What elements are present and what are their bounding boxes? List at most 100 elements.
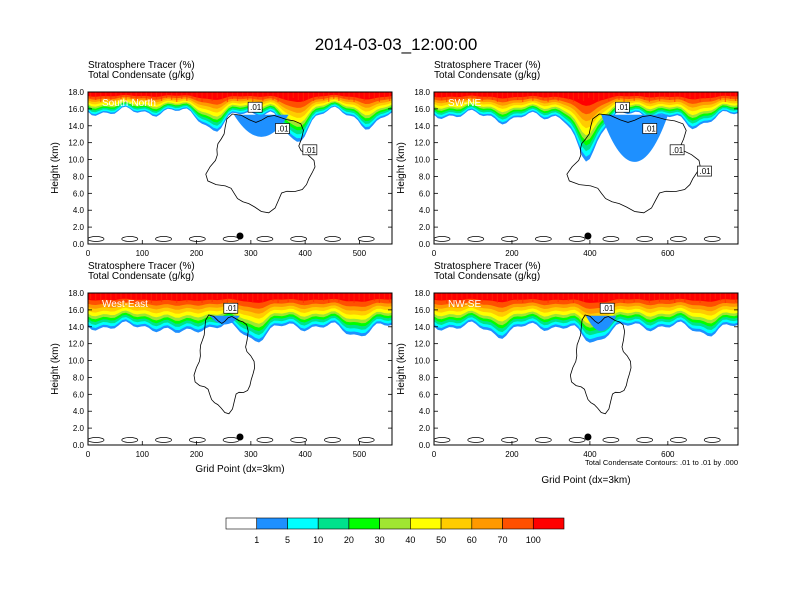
panel-title-line: Total Condensate (g/kg) <box>434 271 540 282</box>
condensate-contour <box>636 236 654 242</box>
y-tick-label: 16.0 <box>414 306 430 315</box>
tracer-field <box>434 293 738 445</box>
condensate-contour <box>534 236 552 242</box>
x-tick-label: 200 <box>505 450 519 459</box>
y-tick-label: 6.0 <box>73 189 85 198</box>
condensate-contour <box>670 437 687 443</box>
colorbar-swatch <box>287 517 319 530</box>
panel-title-line: Stratosphere Tracer (%) <box>88 60 195 71</box>
tracer-level-band <box>88 293 392 303</box>
colorbar-swatch <box>225 517 258 530</box>
x-tick-label: 400 <box>583 249 597 258</box>
y-tick-label: 2.0 <box>419 424 431 433</box>
condensate-contour <box>121 437 139 443</box>
condensate-contour <box>188 437 206 443</box>
condensate-contour <box>602 236 620 242</box>
y-tick-label: 18.0 <box>414 88 430 97</box>
x-axis-label: Grid Point (dx=3km) <box>195 464 284 475</box>
condensate-contour <box>357 236 375 242</box>
y-tick-label: 16.0 <box>68 306 84 315</box>
colorbar-label: 1 <box>254 535 259 545</box>
colorbar-swatch <box>348 517 380 530</box>
y-tick-label: 18.0 <box>68 289 84 298</box>
y-axis-label: Height (km) <box>50 343 61 395</box>
location-marker <box>584 232 592 240</box>
y-tick-label: 16.0 <box>414 105 430 114</box>
panel-title-line: Stratosphere Tracer (%) <box>88 261 195 272</box>
panel-south-north: Stratosphere Tracer (%)Total Condensate … <box>50 60 393 258</box>
x-tick-label: 500 <box>353 249 367 258</box>
condensate-contour <box>324 437 341 443</box>
x-tick-label: 400 <box>583 450 597 459</box>
contour-label: .01 <box>602 304 614 313</box>
tracer-field <box>434 92 738 244</box>
condensate-contour <box>602 437 620 443</box>
x-tick-label: 100 <box>136 450 150 459</box>
tracer-intrusion <box>209 315 240 325</box>
contour-label: .01 <box>645 125 657 134</box>
y-axis-label: Height (km) <box>396 343 407 395</box>
contour-label: .01 <box>250 103 262 112</box>
panel-label: South-North <box>102 98 156 109</box>
condensate-contour <box>568 236 586 242</box>
condensate-contour <box>703 236 721 242</box>
contour-label: .01 <box>672 146 684 155</box>
tracer-field <box>88 293 392 445</box>
tracer-level-band <box>434 92 738 106</box>
y-tick-label: 14.0 <box>68 122 84 131</box>
colorbar-swatch <box>317 517 350 530</box>
colorbar-swatch <box>379 517 411 530</box>
contour-label: .01 <box>305 146 317 155</box>
condensate-contour <box>569 314 632 415</box>
colorbar-swatch <box>502 517 534 530</box>
colorbar-label: 10 <box>313 535 323 545</box>
panel-west-east: Stratosphere Tracer (%)Total Condensate … <box>50 261 393 475</box>
x-tick-label: 300 <box>244 249 258 258</box>
x-tick-label: 300 <box>244 450 258 459</box>
panel-label: NW-SE <box>448 299 481 310</box>
y-tick-label: 18.0 <box>68 88 84 97</box>
contour-footnote: Total Condensate Contours: .01 to .01 by… <box>585 458 738 467</box>
panel-frame <box>433 292 739 446</box>
colorbar-label: 40 <box>405 535 415 545</box>
y-tick-label: 18.0 <box>414 289 430 298</box>
y-tick-label: 0.0 <box>419 240 431 249</box>
colorbar-swatch <box>471 517 503 530</box>
y-tick-label: 4.0 <box>419 407 431 416</box>
y-tick-label: 4.0 <box>73 407 85 416</box>
panel-title-line: Stratosphere Tracer (%) <box>434 60 541 71</box>
y-axis-label: Height (km) <box>50 142 61 194</box>
y-tick-label: 12.0 <box>68 340 84 349</box>
x-tick-label: 200 <box>190 450 204 459</box>
condensate-contour <box>193 314 256 415</box>
condensate-contour <box>636 437 654 443</box>
condensate-contour <box>501 236 518 242</box>
x-tick-label: 600 <box>661 249 675 258</box>
condensate-contour <box>566 113 701 214</box>
y-tick-label: 10.0 <box>414 156 430 165</box>
y-tick-label: 12.0 <box>414 340 430 349</box>
condensate-contour <box>434 437 451 443</box>
condensate-contour <box>501 437 518 443</box>
condensate-contour <box>188 236 206 242</box>
colorbar-label: 60 <box>467 535 477 545</box>
y-tick-label: 8.0 <box>419 172 431 181</box>
condensate-contour <box>670 236 687 242</box>
y-tick-label: 14.0 <box>414 122 430 131</box>
colorbar-label: 50 <box>436 535 446 545</box>
colorbar-label: 30 <box>375 535 385 545</box>
condensate-contour <box>121 236 139 242</box>
panel-frame <box>433 91 739 245</box>
colorbar: 1 5 10 20 30 40 50 60 70 100 <box>225 517 565 545</box>
condensate-contour <box>88 236 105 242</box>
tracer-intrusion <box>233 114 289 137</box>
contour-label: .01 <box>277 125 289 134</box>
condensate-contour <box>155 236 172 242</box>
panel-title-line: Stratosphere Tracer (%) <box>434 261 541 272</box>
tracer-level-band <box>434 293 738 303</box>
condensate-contour <box>357 437 375 443</box>
y-tick-label: 4.0 <box>73 206 85 215</box>
condensate-contour <box>205 113 316 214</box>
x-tick-label: 600 <box>661 450 675 459</box>
y-tick-label: 8.0 <box>73 172 85 181</box>
